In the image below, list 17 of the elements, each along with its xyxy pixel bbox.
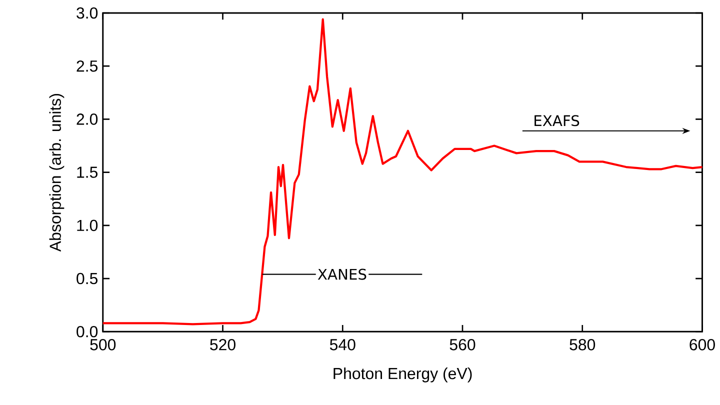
y-tick-label: 0.0 (76, 326, 98, 338)
x-tick-label: 540 (330, 339, 356, 351)
y-tick-label: 2.5 (76, 60, 98, 72)
x-tick-label: 600 (690, 339, 715, 351)
y-tick-label: 1.5 (77, 166, 98, 178)
x-tick-label: 500 (90, 339, 116, 351)
x-tick-label: 580 (570, 339, 596, 351)
y-axis-title: Absorption (arb. units) (49, 94, 64, 252)
x-tick-label: 560 (450, 339, 476, 351)
y-tick-label: 1.0 (77, 220, 98, 232)
y-tick-label: 2.0 (76, 114, 98, 126)
annotation: EXAFS (534, 115, 580, 126)
x-axis-title: Photon Energy (eV) (334, 368, 472, 383)
y-tick-label: 0.5 (76, 273, 98, 284)
y-tick-label: 3.0 (76, 8, 98, 19)
annotation: XANES (318, 268, 366, 280)
x-tick-label: 520 (210, 339, 236, 351)
